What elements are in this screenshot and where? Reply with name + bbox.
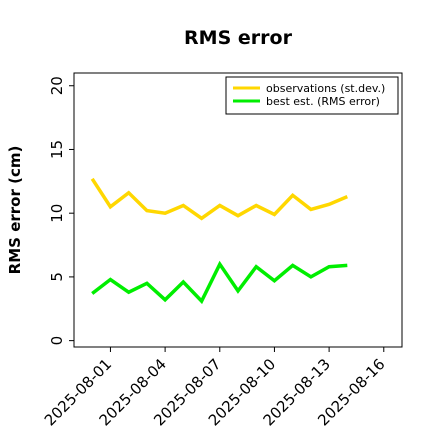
y-tick-label: 20 — [48, 76, 66, 95]
y-tick-label: 10 — [48, 204, 66, 223]
y-axis-ticks: 0 5 10 15 20 — [48, 76, 74, 345]
series-line-best-estimate — [91, 260, 348, 305]
legend: observations (st.dev.) best est. (RMS er… — [225, 76, 399, 115]
series-line-observations — [90, 177, 348, 221]
x-axis-ticks: 2025-08-012025-08-042025-08-072025-08-10… — [41, 347, 389, 429]
legend-label-best-estimate: best est. (RMS error) — [266, 95, 380, 108]
plot-area-frame — [73, 72, 403, 348]
chart-title: RMS error — [184, 27, 293, 49]
legend-label-observations: observations (st.dev.) — [266, 82, 385, 95]
series-lines — [90, 177, 348, 305]
y-axis-label: RMS error (cm) — [6, 146, 24, 275]
legend-box — [225, 76, 399, 115]
y-tick-label: 0 — [48, 336, 66, 346]
y-tick-label: 15 — [48, 140, 66, 159]
y-tick-label: 5 — [48, 272, 66, 282]
